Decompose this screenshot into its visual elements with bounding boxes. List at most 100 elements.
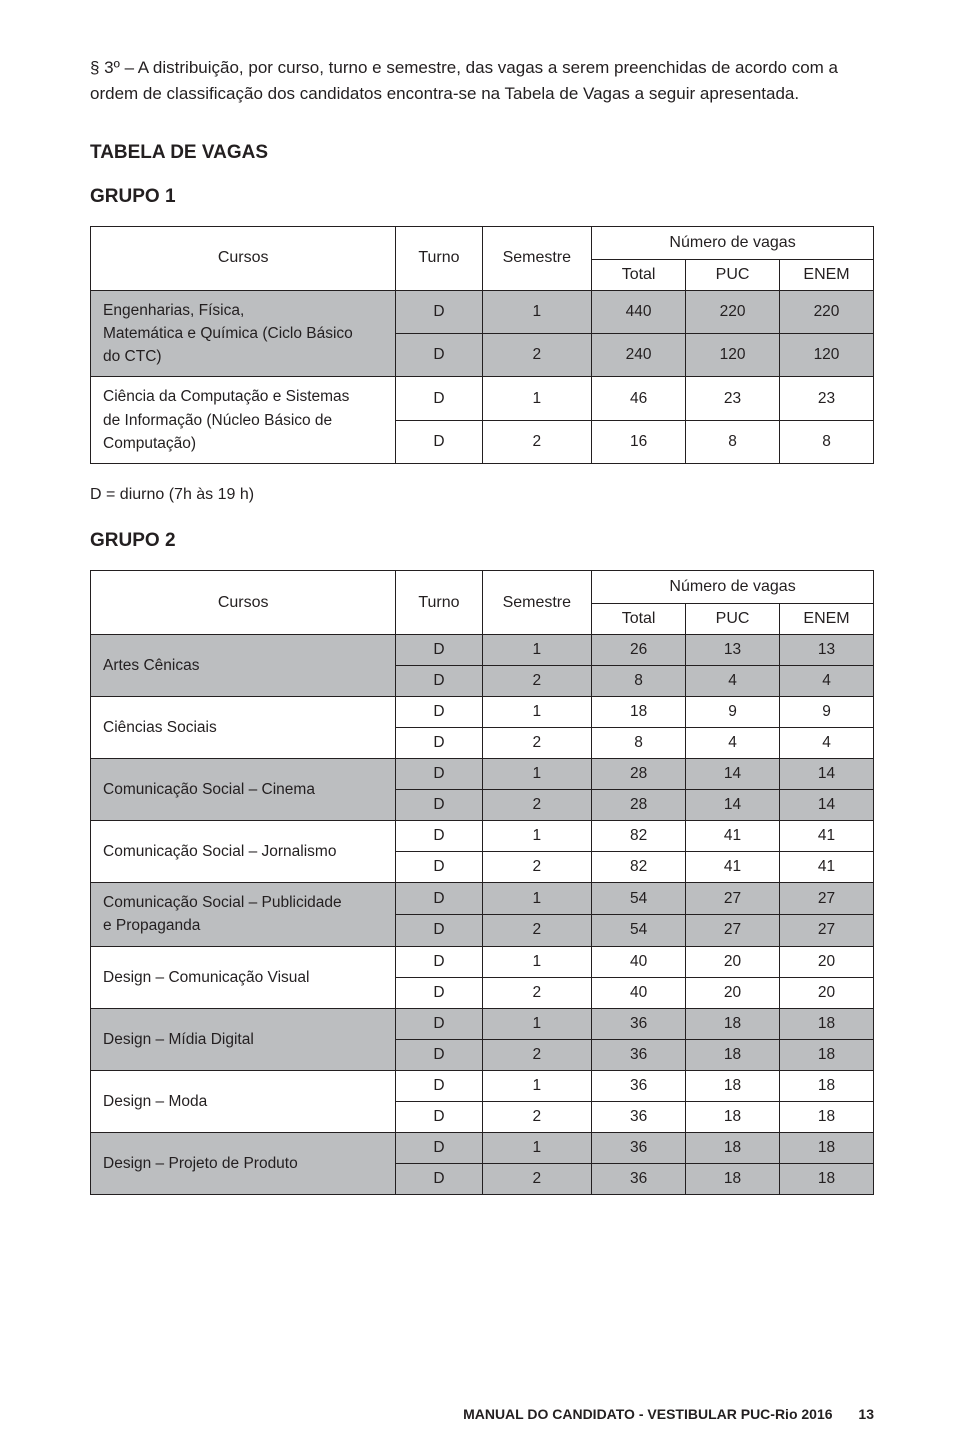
data-cell: 20 [686, 946, 780, 977]
data-cell: 18 [592, 697, 686, 728]
group2-table: Cursos Turno Semestre Número de vagas To… [90, 570, 874, 1195]
hdr-enem-2: ENEM [780, 604, 874, 635]
data-cell: 36 [592, 1039, 686, 1070]
table-row: Design – ModaD1361818 [91, 1070, 874, 1101]
hdr-enem: ENEM [780, 259, 874, 290]
hdr-cursos: Cursos [91, 226, 396, 290]
data-cell: 2 [482, 790, 592, 821]
hdr-puc: PUC [686, 259, 780, 290]
course-cell: Design – Mídia Digital [91, 1008, 396, 1070]
table-row: Comunicação Social – JornalismoD1824141 [91, 821, 874, 852]
data-cell: 28 [592, 790, 686, 821]
hdr-turno: Turno [396, 226, 482, 290]
course-cell: Comunicação Social – Jornalismo [91, 821, 396, 883]
data-cell: 1 [482, 1132, 592, 1163]
data-cell: 41 [780, 852, 874, 883]
data-cell: 1 [482, 759, 592, 790]
data-cell: 2 [482, 420, 592, 463]
data-cell: 220 [780, 290, 874, 333]
data-cell: 18 [686, 1101, 780, 1132]
data-cell: 18 [686, 1132, 780, 1163]
data-cell: D [396, 666, 482, 697]
table-row: Artes CênicasD1261313 [91, 635, 874, 666]
data-cell: D [396, 697, 482, 728]
hdr-cursos-2: Cursos [91, 571, 396, 635]
group1-table-body: Engenharias, Física,Matemática e Química… [91, 290, 874, 464]
data-cell: 2 [482, 852, 592, 883]
course-cell: Design – Projeto de Produto [91, 1132, 396, 1194]
data-cell: D [396, 977, 482, 1008]
data-cell: 18 [686, 1039, 780, 1070]
data-cell: 27 [686, 914, 780, 946]
data-cell: 1 [482, 883, 592, 915]
data-cell: 36 [592, 1101, 686, 1132]
data-cell: 16 [592, 420, 686, 463]
data-cell: D [396, 1132, 482, 1163]
data-cell: 54 [592, 914, 686, 946]
data-cell: 120 [686, 334, 780, 377]
data-cell: 18 [780, 1008, 874, 1039]
data-cell: 1 [482, 697, 592, 728]
data-cell: 13 [686, 635, 780, 666]
course-cell: Artes Cênicas [91, 635, 396, 697]
data-cell: 27 [686, 883, 780, 915]
section-title: TABELA DE VAGAS [90, 142, 874, 164]
data-cell: D [396, 1039, 482, 1070]
data-cell: 2 [482, 1101, 592, 1132]
hdr-total-2: Total [592, 604, 686, 635]
data-cell: 82 [592, 821, 686, 852]
data-cell: 18 [686, 1163, 780, 1194]
data-cell: 240 [592, 334, 686, 377]
data-cell: D [396, 290, 482, 333]
hdr-semestre: Semestre [482, 226, 592, 290]
data-cell: D [396, 946, 482, 977]
data-cell: 1 [482, 377, 592, 420]
data-cell: 13 [780, 635, 874, 666]
data-cell: 41 [686, 852, 780, 883]
data-cell: 41 [686, 821, 780, 852]
course-cell: Comunicação Social – Cinema [91, 759, 396, 821]
data-cell: 4 [686, 666, 780, 697]
data-cell: D [396, 1101, 482, 1132]
data-cell: 40 [592, 977, 686, 1008]
data-cell: 1 [482, 290, 592, 333]
data-cell: 36 [592, 1070, 686, 1101]
data-cell: 4 [780, 666, 874, 697]
table-row: Design – Comunicação VisualD1402020 [91, 946, 874, 977]
table-row: Comunicação Social – CinemaD1281414 [91, 759, 874, 790]
data-cell: 23 [686, 377, 780, 420]
data-cell: 27 [780, 883, 874, 915]
data-cell: 36 [592, 1008, 686, 1039]
legend-text: D = diurno (7h às 19 h) [90, 486, 874, 504]
data-cell: 8 [686, 420, 780, 463]
data-cell: 14 [686, 790, 780, 821]
data-cell: 1 [482, 946, 592, 977]
course-cell: Comunicação Social – Publicidadee Propag… [91, 883, 396, 947]
data-cell: 14 [780, 790, 874, 821]
data-cell: D [396, 914, 482, 946]
data-cell: 2 [482, 914, 592, 946]
data-cell: 18 [780, 1132, 874, 1163]
data-cell: 14 [780, 759, 874, 790]
page-footer: MANUAL DO CANDIDATO - VESTIBULAR PUC-Rio… [463, 1406, 874, 1422]
data-cell: 1 [482, 635, 592, 666]
data-cell: 4 [686, 728, 780, 759]
data-cell: 9 [780, 697, 874, 728]
data-cell: 2 [482, 728, 592, 759]
course-cell: Engenharias, Física,Matemática e Química… [91, 290, 396, 377]
data-cell: 2 [482, 977, 592, 1008]
data-cell: 40 [592, 946, 686, 977]
data-cell: D [396, 1008, 482, 1039]
data-cell: 2 [482, 666, 592, 697]
data-cell: 1 [482, 1070, 592, 1101]
data-cell: 27 [780, 914, 874, 946]
data-cell: 8 [780, 420, 874, 463]
group2-table-head: Cursos Turno Semestre Número de vagas To… [91, 571, 874, 635]
hdr-total: Total [592, 259, 686, 290]
data-cell: D [396, 334, 482, 377]
data-cell: D [396, 728, 482, 759]
data-cell: 20 [780, 946, 874, 977]
data-cell: 41 [780, 821, 874, 852]
data-cell: 440 [592, 290, 686, 333]
data-cell: 14 [686, 759, 780, 790]
